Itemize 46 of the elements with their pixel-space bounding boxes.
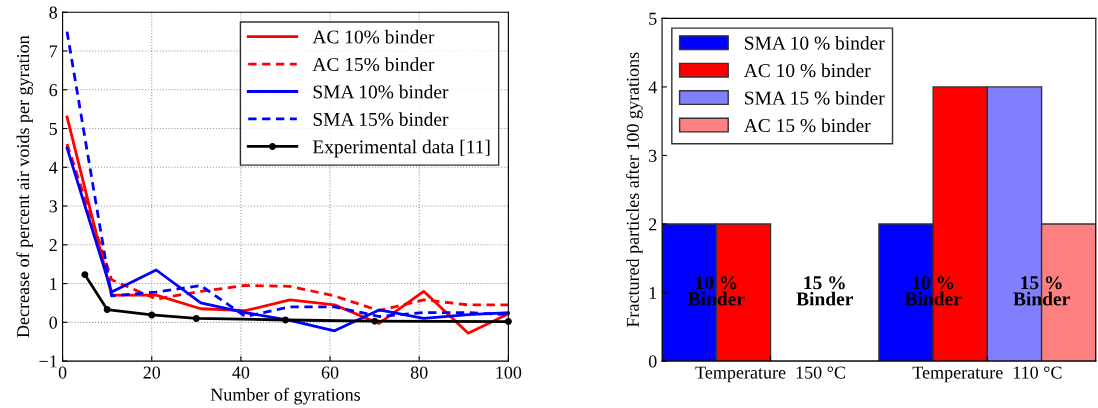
x-axis-title: Number of gyrations: [210, 387, 361, 405]
annotation: 10 % Binder: [904, 276, 962, 306]
y-tick-label: 1: [50, 277, 57, 290]
legend-label: SMA 15 % binder: [745, 90, 885, 105]
legend-label: AC 10 % binder: [743, 63, 871, 78]
y-tick-label: 4: [648, 81, 657, 94]
legend-label: AC 15 % binder: [743, 118, 871, 133]
legend-label: AC 15% binder: [312, 57, 435, 72]
y-axis-title: Fractured particles after 100 gyrations: [626, 52, 643, 328]
legend-label: SMA 10% binder: [313, 84, 449, 99]
legend-label: AC 10% binder: [312, 29, 435, 44]
y-tick-label: 3: [649, 149, 657, 162]
y-tick-label: 0: [49, 316, 58, 329]
y-axis-title: Decrease of percent air voids per gyration: [16, 35, 33, 338]
annotation: 15 % Binder: [796, 276, 853, 306]
x-tick-label: Temperature 110 °C: [912, 366, 1062, 383]
x-tick-label: 40: [232, 366, 250, 379]
x-tick-label: Temperature 150 °C: [695, 366, 845, 383]
point: [81, 271, 89, 279]
y-tick-label: 2: [649, 218, 657, 231]
point: [192, 314, 200, 322]
annotation: 15 % Binder: [1013, 276, 1070, 306]
y-tick-label: 6: [49, 84, 58, 97]
legend-label: SMA 15% binder: [313, 112, 449, 127]
y-tick-label: 1: [649, 286, 657, 299]
y-tick-label: 0: [648, 355, 657, 368]
x-tick-label: 60: [321, 366, 339, 379]
point: [282, 316, 289, 324]
point: [148, 311, 156, 319]
x-tick-label: 20: [143, 366, 161, 379]
x-tick-label: 80: [410, 366, 428, 379]
point: [103, 306, 111, 314]
y-tick-label: 3: [49, 200, 58, 213]
y-tick-label: −1: [39, 355, 57, 368]
y-tick-label: 4: [49, 161, 58, 174]
x-tick-label: 0: [58, 366, 67, 379]
point: [371, 317, 379, 325]
y-tick-label: 2: [49, 239, 57, 252]
legend-label: Experimental data [11]: [312, 139, 490, 158]
legend-label: SMA 10 % binder: [745, 35, 885, 50]
y-tick-label: 7: [49, 45, 58, 58]
y-tick-label: 8: [49, 6, 58, 19]
annotation: 10 % Binder: [688, 276, 745, 306]
y-tick-label: 5: [649, 12, 657, 25]
y-tick-label: 5: [49, 122, 58, 135]
x-tick-label: 100: [496, 366, 522, 379]
